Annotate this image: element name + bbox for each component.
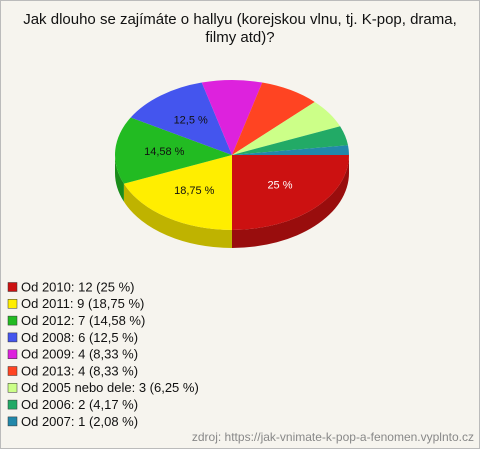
legend-swatch [7, 315, 18, 326]
legend-swatch [7, 366, 18, 376]
legend-label: Od 2008: 6 (12,5 %) [21, 330, 138, 345]
pie-slice [130, 82, 232, 155]
pie-slice [123, 155, 232, 230]
legend-swatch [7, 299, 18, 309]
legend-swatch [7, 399, 18, 410]
pie-slice [232, 145, 349, 155]
slice-label: 12,5 % [174, 114, 208, 126]
legend-swatch [7, 282, 18, 292]
pie-slice [232, 126, 349, 155]
pie-slice [201, 80, 263, 155]
pie-side [123, 183, 232, 248]
pie-side [231, 155, 349, 248]
pie-slice [232, 101, 341, 155]
legend-swatch [7, 383, 18, 393]
chart-title: Jak dlouho se zajímáte o hallyu (korejsk… [23, 11, 457, 46]
source: zdroj: https://jak-vnimate-k-pop-a-fenom… [192, 430, 474, 444]
legend-label: Od 2005 nebo dele: 3 (6,25 %) [21, 380, 199, 395]
legend-label: Od 2007: 1 (2,08 %) [21, 414, 138, 429]
legend-label: Od 2013: 4 (8,33 %) [21, 363, 138, 378]
legend-label: Od 2011: 9 (18,75 %) [21, 296, 144, 311]
slice-label: 14,58 % [144, 146, 185, 158]
pie-slice [114, 117, 232, 184]
legend-swatch [7, 332, 18, 343]
legend-label: Od 2010: 12 (25 %) [21, 279, 134, 294]
pie-side [115, 155, 124, 202]
legend-label: Od 2006: 2 (4,17 %) [21, 397, 138, 412]
legend-label: Od 2009: 4 (8,33 %) [21, 347, 138, 362]
slice-label: 18,75 % [174, 185, 215, 197]
pie-slice [231, 155, 349, 230]
legend-swatch [7, 416, 18, 427]
slice-label: 25 % [267, 180, 292, 192]
legend-label: Od 2012: 7 (14,58 %) [21, 313, 145, 328]
legend-swatch [7, 349, 18, 359]
pie-slice [232, 82, 315, 155]
